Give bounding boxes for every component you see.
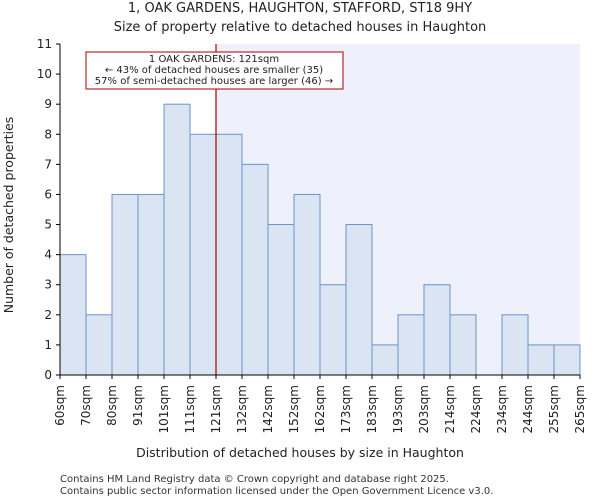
y-tick-label: 3 xyxy=(44,278,52,292)
bar-60sqm xyxy=(59,254,87,376)
bar-70sqm xyxy=(85,314,113,376)
x-tick-label: 111sqm xyxy=(183,385,197,433)
bar-132sqm xyxy=(241,163,269,376)
x-tick-label: 224sqm xyxy=(469,385,483,433)
annotation-line-3: 57% of semi-detached houses are larger (… xyxy=(95,76,333,87)
bar-142sqm xyxy=(267,224,295,376)
footer-line-1: Contains HM Land Registry data © Crown c… xyxy=(60,474,449,485)
x-tick-label: 255sqm xyxy=(547,385,561,433)
bar-203sqm xyxy=(423,284,451,376)
y-tick-label: 10 xyxy=(37,67,52,81)
bar-255sqm xyxy=(553,344,581,376)
footer-line-2: Contains public sector information licen… xyxy=(60,486,493,497)
bars xyxy=(59,103,581,376)
x-tick-label: 152sqm xyxy=(287,385,301,433)
x-tick-label: 234sqm xyxy=(495,385,509,433)
chart-title: 1, OAK GARDENS, HAUGHTON, STAFFORD, ST18… xyxy=(128,1,472,16)
bar-121sqm xyxy=(215,133,243,376)
x-tick-label: 80sqm xyxy=(105,385,119,426)
x-tick-label: 70sqm xyxy=(79,385,93,426)
bar-80sqm xyxy=(111,193,139,376)
y-axis-label: Number of detached properties xyxy=(1,117,16,314)
annotation-line-1: 1 OAK GARDENS: 121sqm xyxy=(149,54,279,65)
y-ticks: 0 1 2 3 4 5 6 7 8 9 10 11 xyxy=(37,37,60,382)
bar-183sqm xyxy=(371,344,399,376)
x-tick-label: 183sqm xyxy=(365,385,379,433)
y-tick-label: 4 xyxy=(44,248,52,262)
bar-162sqm xyxy=(319,284,347,376)
y-tick-label: 0 xyxy=(44,368,52,382)
bar-214sqm xyxy=(449,314,477,376)
x-ticks: 60sqm 70sqm 80sqm 91sqm 101sqm 111sqm 121sqm 13… xyxy=(53,375,587,433)
chart-subtitle: Size of property relative to detached ho… xyxy=(114,20,487,35)
x-tick-label: 162sqm xyxy=(313,385,327,433)
y-tick-label: 11 xyxy=(37,37,52,51)
bar-91sqm xyxy=(137,193,165,376)
y-tick-label: 2 xyxy=(44,308,52,322)
bar-244sqm xyxy=(527,344,555,376)
x-tick-label: 193sqm xyxy=(391,385,405,433)
y-tick-label: 6 xyxy=(44,187,52,201)
annotation-line-2: ← 43% of detached houses are smaller (35… xyxy=(105,65,323,76)
y-tick-label: 1 xyxy=(44,338,52,352)
y-tick-label: 5 xyxy=(44,218,52,232)
bar-152sqm xyxy=(293,193,321,376)
bar-173sqm xyxy=(345,224,373,376)
x-tick-label: 203sqm xyxy=(417,385,431,433)
x-tick-label: 173sqm xyxy=(339,385,353,433)
x-tick-label: 265sqm xyxy=(573,385,587,433)
x-tick-label: 142sqm xyxy=(261,385,275,433)
bar-111sqm xyxy=(189,133,217,376)
x-tick-label: 214sqm xyxy=(443,385,457,433)
bar-193sqm xyxy=(397,314,425,376)
y-tick-label: 8 xyxy=(44,127,52,141)
x-tick-label: 60sqm xyxy=(53,385,67,426)
x-tick-label: 91sqm xyxy=(131,385,145,426)
annotation-box xyxy=(85,51,344,90)
x-tick-label: 132sqm xyxy=(235,385,249,433)
y-tick-label: 9 xyxy=(44,97,52,111)
bar-101sqm xyxy=(163,103,191,376)
x-tick-label: 244sqm xyxy=(521,385,535,433)
bar-234sqm xyxy=(501,314,529,376)
x-tick-label: 101sqm xyxy=(157,385,171,433)
x-tick-label: 121sqm xyxy=(209,385,223,433)
y-tick-label: 7 xyxy=(44,157,52,171)
x-axis-label: Distribution of detached houses by size … xyxy=(136,445,464,460)
